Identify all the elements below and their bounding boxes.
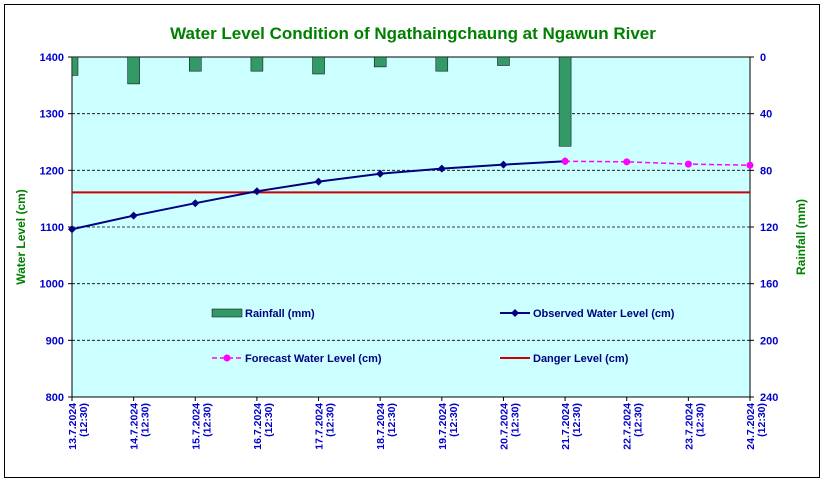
y-tick-label: 900: [46, 335, 64, 347]
x-tick-label: 18.7.2024(12:30): [375, 403, 398, 450]
rainfall-bar: [71, 56, 79, 76]
x-tick-label: 20.7.2024(12:30): [498, 403, 521, 450]
legend-swatch-rainfall: [211, 308, 243, 318]
legend-label-rainfall: Rainfall (mm): [245, 308, 315, 320]
observed-point: [252, 187, 261, 196]
legend-item-observed: Observed Water Level (cm): [500, 308, 675, 320]
rainfall-bar: [558, 56, 572, 147]
y-tick-label: 1000: [40, 279, 64, 291]
x-axis-ticks: 13.7.2024(12:30) 14.7.2024(12:30) 15.7.202…: [67, 397, 768, 450]
x-tick-label: 23.7.2024(12:30): [683, 403, 706, 450]
y-tick-label: 1400: [40, 52, 64, 64]
observed-point: [499, 160, 508, 169]
y-tick-label: 1200: [40, 165, 64, 177]
forecast-point: [561, 157, 569, 165]
rainfall-bar: [373, 56, 387, 68]
legend-label-observed: Observed Water Level (cm): [533, 308, 675, 320]
y2-tick-label: 80: [760, 165, 772, 177]
forecast-point: [623, 158, 631, 166]
x-tick-label: 24.7.2024(12:30): [745, 403, 768, 450]
chart-title: Water Level Condition of Ngathaingchaung…: [170, 24, 656, 43]
y2-tick-label: 0: [760, 52, 766, 64]
forecast-point: [746, 161, 754, 169]
legend-marker-observed: [511, 309, 519, 317]
legend-label-danger: Danger Level (cm): [533, 353, 629, 365]
observed-point: [129, 211, 138, 220]
observed-point: [376, 169, 385, 178]
x-tick-label: 22.7.2024(12:30): [622, 403, 645, 450]
x-tick-label: 14.7.2024(12:30): [129, 403, 152, 450]
forecast-water-level-series: [561, 157, 754, 169]
right-axis-ticks: 0 40 80 120 160 200 240: [750, 52, 778, 404]
legend: Rainfall (mm) Observed Water Level (cm) …: [211, 308, 675, 365]
y2-tick-label: 120: [760, 222, 778, 234]
x-tick-label: 13.7.2024(12:30): [67, 403, 90, 450]
x-tick-label: 19.7.2024(12:30): [437, 403, 460, 450]
observed-point: [191, 199, 200, 208]
y-tick-label: 1100: [40, 222, 64, 234]
rainfall-bar: [127, 56, 140, 85]
rainfall-bar: [250, 56, 264, 72]
legend-label-forecast: Forecast Water Level (cm): [245, 353, 382, 365]
y-axis-label: Water Level (cm): [14, 189, 28, 285]
x-tick-label: 21.7.2024(12:30): [560, 403, 583, 450]
y2-tick-label: 200: [760, 335, 778, 347]
x-tick-label: 16.7.2024(12:30): [252, 403, 275, 450]
left-axis-ticks: 800 900 1000 1100 1200 1300 1400: [40, 52, 72, 404]
y-tick-label: 800: [46, 392, 64, 404]
y2-tick-label: 240: [760, 392, 778, 404]
forecast-point: [684, 160, 692, 168]
rainfall-bar: [497, 56, 510, 66]
legend-item-forecast: Forecast Water Level (cm): [212, 353, 382, 365]
rainfall-bar: [435, 56, 449, 72]
x-tick-label: 15.7.2024(12:30): [190, 403, 213, 450]
y2-tick-label: 160: [760, 279, 778, 291]
legend-item-danger: Danger Level (cm): [500, 353, 629, 365]
rainfall-bar: [189, 56, 202, 72]
x-tick-label: 17.7.2024(12:30): [314, 403, 337, 450]
y2-axis-label: Rainfall (mm): [794, 199, 808, 275]
rainfall-bars: [71, 56, 572, 147]
legend-marker-forecast: [223, 354, 231, 362]
y2-tick-label: 40: [760, 109, 772, 121]
y-tick-label: 1300: [40, 109, 64, 121]
rainfall-bar: [312, 56, 325, 75]
observed-point: [314, 177, 323, 186]
grid-lines: [72, 113, 750, 341]
observed-point: [437, 164, 446, 173]
legend-item-rainfall: Rainfall (mm): [211, 308, 315, 320]
forecast-line: [565, 160, 751, 166]
